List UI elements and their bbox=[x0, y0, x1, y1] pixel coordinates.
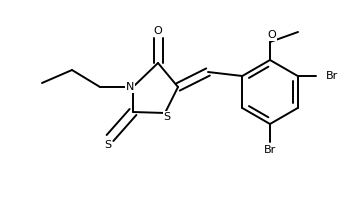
Text: O: O bbox=[268, 30, 276, 40]
Text: S: S bbox=[164, 112, 170, 122]
Text: Br: Br bbox=[326, 71, 338, 81]
Text: N: N bbox=[126, 82, 134, 92]
Text: Br: Br bbox=[264, 145, 276, 155]
Text: O: O bbox=[154, 26, 163, 36]
Text: S: S bbox=[105, 140, 112, 150]
